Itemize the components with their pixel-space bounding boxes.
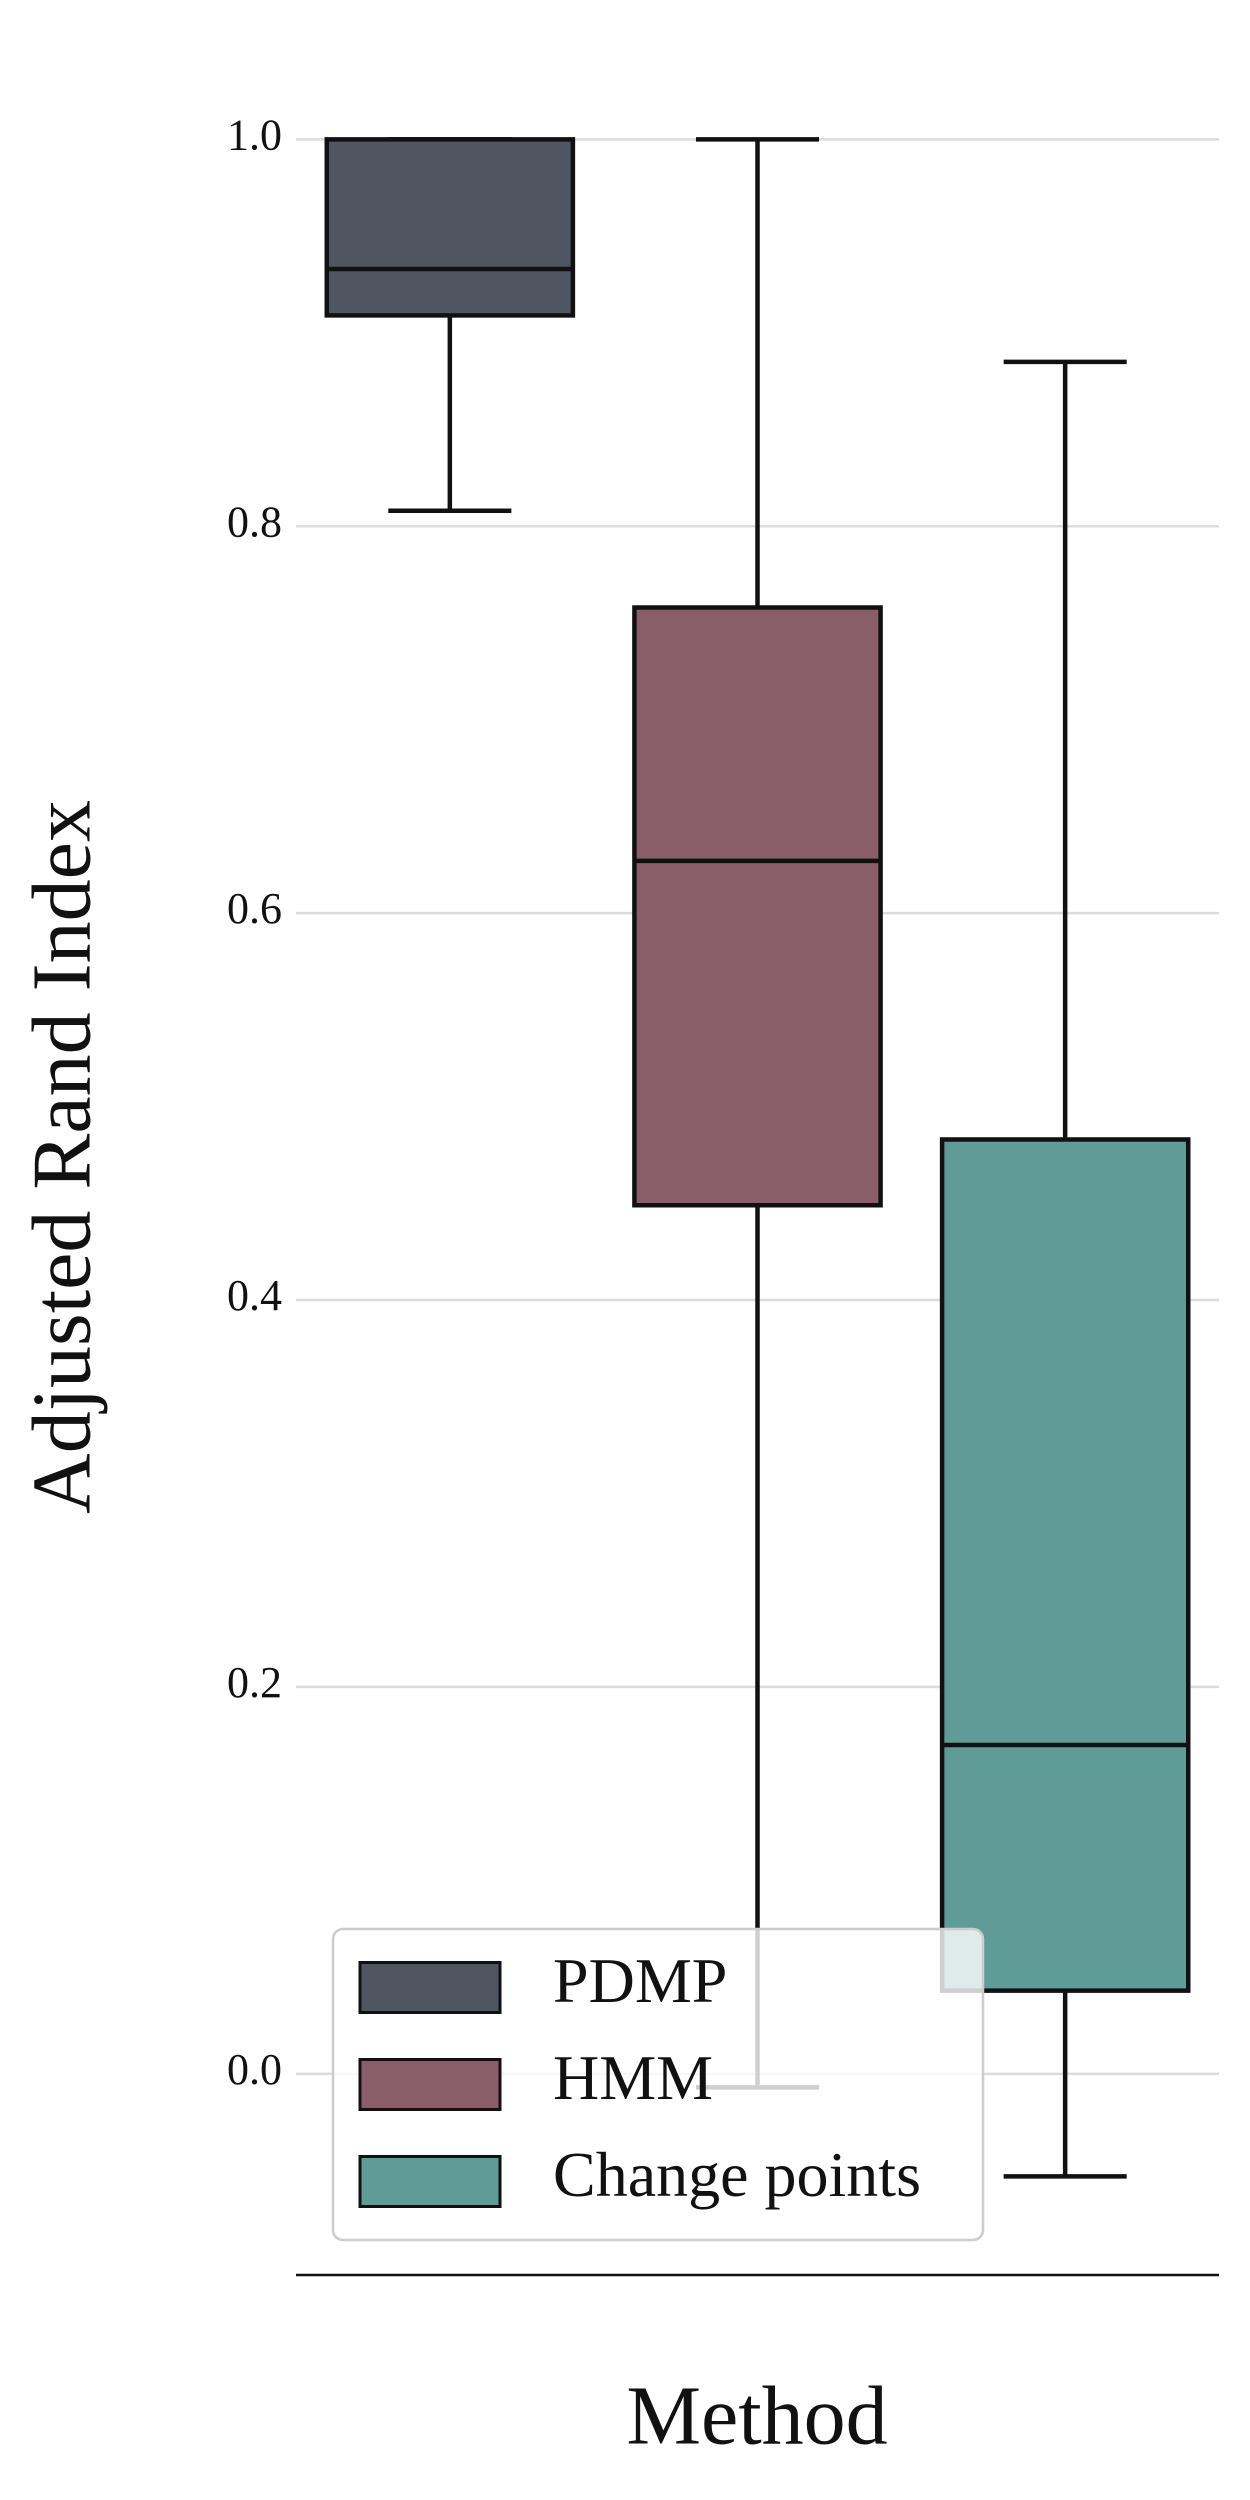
y-axis-label: Adjusted Rand Index [15, 800, 108, 1514]
y-tick-label: 0.2 [227, 1658, 282, 1707]
legend-swatch [358, 2155, 502, 2208]
box [939, 1137, 1191, 1993]
legend: PDMP HMM Change points [331, 1927, 985, 2242]
y-tick-label: 0.8 [227, 497, 282, 546]
legend-swatch [358, 2058, 502, 2111]
legend-label: HMM [553, 2042, 713, 2113]
y-tick-label: 1.0 [227, 110, 282, 159]
legend-swatch [358, 1961, 502, 2014]
x-axis-label: Method [626, 2369, 887, 2462]
y-tick-label: 0.6 [227, 884, 282, 933]
y-tick-label: 0.0 [227, 2045, 282, 2094]
y-tick-label: 0.4 [227, 1271, 282, 1320]
box [632, 605, 883, 1208]
legend-label: PDMP [553, 1945, 727, 2016]
legend-label: Change points [553, 2139, 921, 2210]
box [324, 137, 576, 318]
